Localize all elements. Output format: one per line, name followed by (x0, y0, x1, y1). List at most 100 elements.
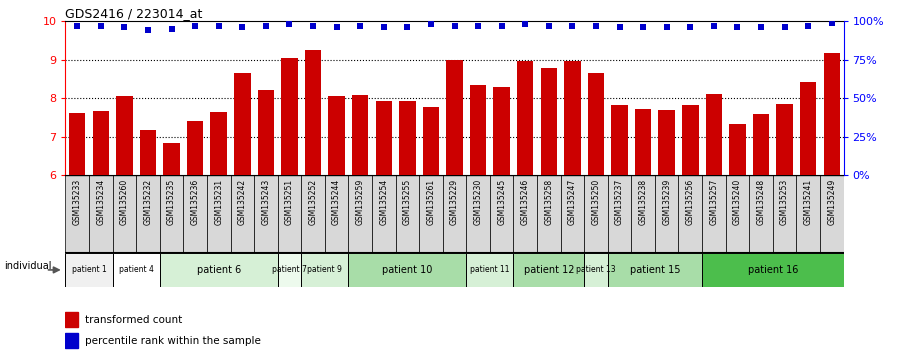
Bar (470, 85, 486, 175)
Bar (395, 175, 419, 253)
Bar (301, 253, 348, 287)
Bar (375, 101, 392, 175)
Text: GSM135241: GSM135241 (804, 179, 813, 225)
Bar (255, 175, 277, 253)
Bar (608, 175, 632, 253)
Point (141, 28, 155, 33)
Bar (800, 82, 816, 175)
Text: GSM135257: GSM135257 (709, 179, 718, 225)
Bar (113, 253, 160, 287)
Text: individual: individual (5, 261, 52, 272)
Bar (65, 333, 78, 348)
Point (400, 24, 415, 30)
Bar (160, 253, 277, 287)
Text: GSM135238: GSM135238 (639, 179, 647, 225)
Text: GSM135240: GSM135240 (733, 179, 742, 225)
Bar (584, 175, 608, 253)
Bar (654, 175, 678, 253)
Text: patient 16: patient 16 (747, 265, 798, 275)
Bar (490, 175, 514, 253)
Bar (632, 175, 654, 253)
Text: GSM135247: GSM135247 (568, 179, 577, 225)
Bar (399, 101, 415, 175)
Bar (372, 175, 395, 253)
Point (659, 24, 674, 30)
Text: GSM135250: GSM135250 (592, 179, 601, 225)
Point (777, 24, 792, 30)
Bar (729, 124, 745, 175)
Text: GSM135254: GSM135254 (379, 179, 388, 225)
Bar (564, 61, 581, 175)
Point (235, 24, 250, 30)
Bar (678, 175, 702, 253)
Bar (301, 175, 325, 253)
Bar (348, 175, 372, 253)
Bar (419, 175, 443, 253)
Bar (588, 73, 604, 175)
Text: GSM135259: GSM135259 (355, 179, 365, 225)
Bar (682, 105, 698, 175)
Text: patient 9: patient 9 (307, 266, 343, 274)
Text: GSM135248: GSM135248 (756, 179, 765, 225)
Point (305, 23, 320, 29)
Text: GSM135245: GSM135245 (497, 179, 506, 225)
Text: GSM135243: GSM135243 (262, 179, 270, 225)
Point (424, 22, 438, 27)
Bar (65, 312, 78, 327)
Bar (443, 175, 466, 253)
Bar (277, 175, 301, 253)
Text: GSM135260: GSM135260 (120, 179, 129, 225)
Bar (207, 175, 231, 253)
Text: GSM135261: GSM135261 (426, 179, 435, 225)
Bar (164, 143, 180, 175)
Bar (705, 93, 722, 175)
Text: patient 15: patient 15 (630, 265, 680, 275)
Text: patient 11: patient 11 (470, 266, 510, 274)
Point (565, 23, 580, 29)
Text: GSM135244: GSM135244 (332, 179, 341, 225)
Text: GSM135236: GSM135236 (191, 179, 200, 225)
Bar (514, 175, 537, 253)
Text: GSM135246: GSM135246 (521, 179, 530, 225)
Text: GSM135252: GSM135252 (308, 179, 317, 225)
Bar (89, 175, 113, 253)
Bar (160, 175, 184, 253)
Bar (281, 58, 298, 175)
Bar (234, 73, 251, 175)
Text: transformed count: transformed count (85, 315, 183, 325)
Text: patient 6: patient 6 (196, 265, 241, 275)
Point (212, 23, 226, 29)
Text: GSM135242: GSM135242 (238, 179, 246, 225)
Point (613, 24, 627, 30)
Point (282, 22, 296, 27)
Point (494, 23, 509, 29)
Point (353, 23, 367, 29)
Bar (446, 60, 463, 175)
Text: percentile rank within the sample: percentile rank within the sample (85, 336, 261, 346)
Text: GSM135235: GSM135235 (167, 179, 176, 225)
Bar (325, 175, 348, 253)
Bar (466, 175, 490, 253)
Bar (517, 61, 534, 175)
Point (801, 23, 815, 29)
Bar (211, 113, 227, 175)
Bar (328, 96, 345, 175)
Text: patient 7: patient 7 (272, 266, 307, 274)
Point (636, 24, 651, 30)
Point (117, 24, 132, 30)
Bar (702, 175, 725, 253)
Bar (658, 110, 675, 175)
Text: GSM135232: GSM135232 (144, 179, 153, 225)
Point (447, 23, 462, 29)
Bar (753, 114, 769, 175)
Text: GSM135249: GSM135249 (827, 179, 836, 225)
Text: GSM135237: GSM135237 (615, 179, 624, 225)
Point (730, 24, 744, 30)
Point (471, 23, 485, 29)
Point (706, 23, 721, 29)
Bar (113, 175, 136, 253)
Bar (277, 253, 301, 287)
Bar (93, 110, 109, 175)
Point (518, 22, 533, 27)
Bar (184, 175, 207, 253)
